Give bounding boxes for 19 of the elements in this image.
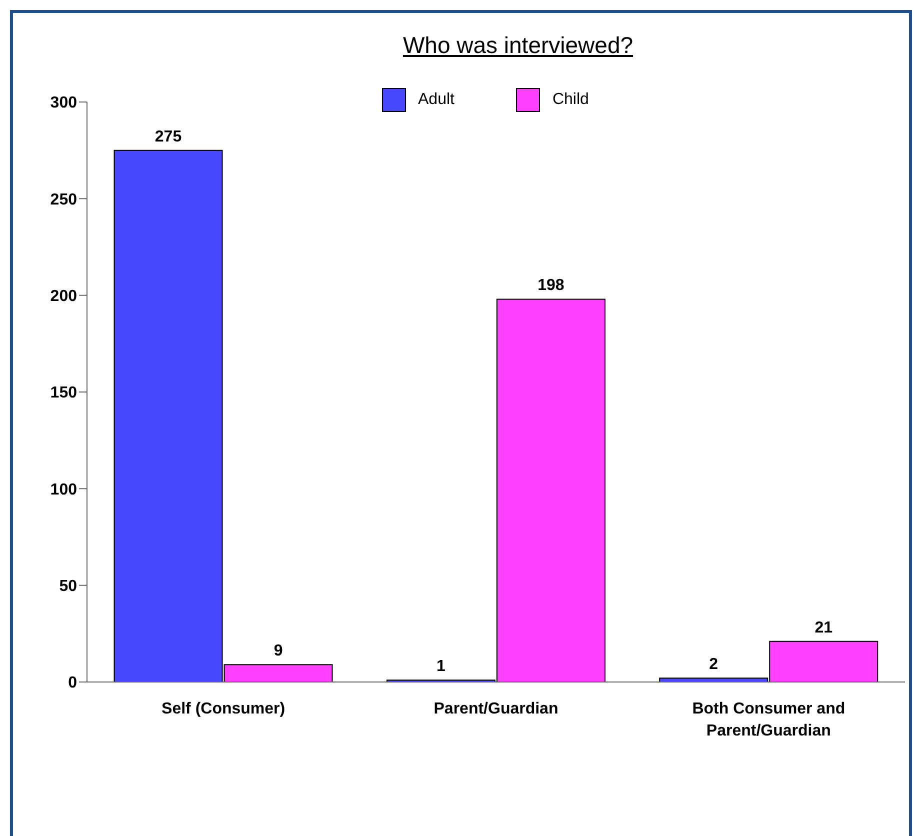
data-label: 275 [154,128,182,146]
y-tick-label: 100 [50,481,78,498]
data-label: 198 [538,277,564,294]
x-tick-label: Self (Consumer) [162,700,286,718]
data-label: 1 [436,658,446,676]
y-tick-label: 250 [50,191,78,208]
x-tick-label: Parent/Guardian [434,700,558,718]
y-tick-label: 200 [50,288,78,306]
legend-label: Adult [418,91,454,109]
y-tick-label: 300 [50,94,78,112]
chart-title: Who was interviewed? [402,32,634,59]
y-tick-label: 150 [50,384,78,402]
legend-label: Child [552,91,589,109]
data-label: 21 [814,619,833,636]
data-label: 2 [709,656,718,674]
y-tick-label: 50 [59,578,78,596]
data-label: 9 [274,642,283,660]
y-tick-label: 0 [68,674,78,692]
x-tick-label: Both Consumer and Parent/Guardian [692,700,846,740]
